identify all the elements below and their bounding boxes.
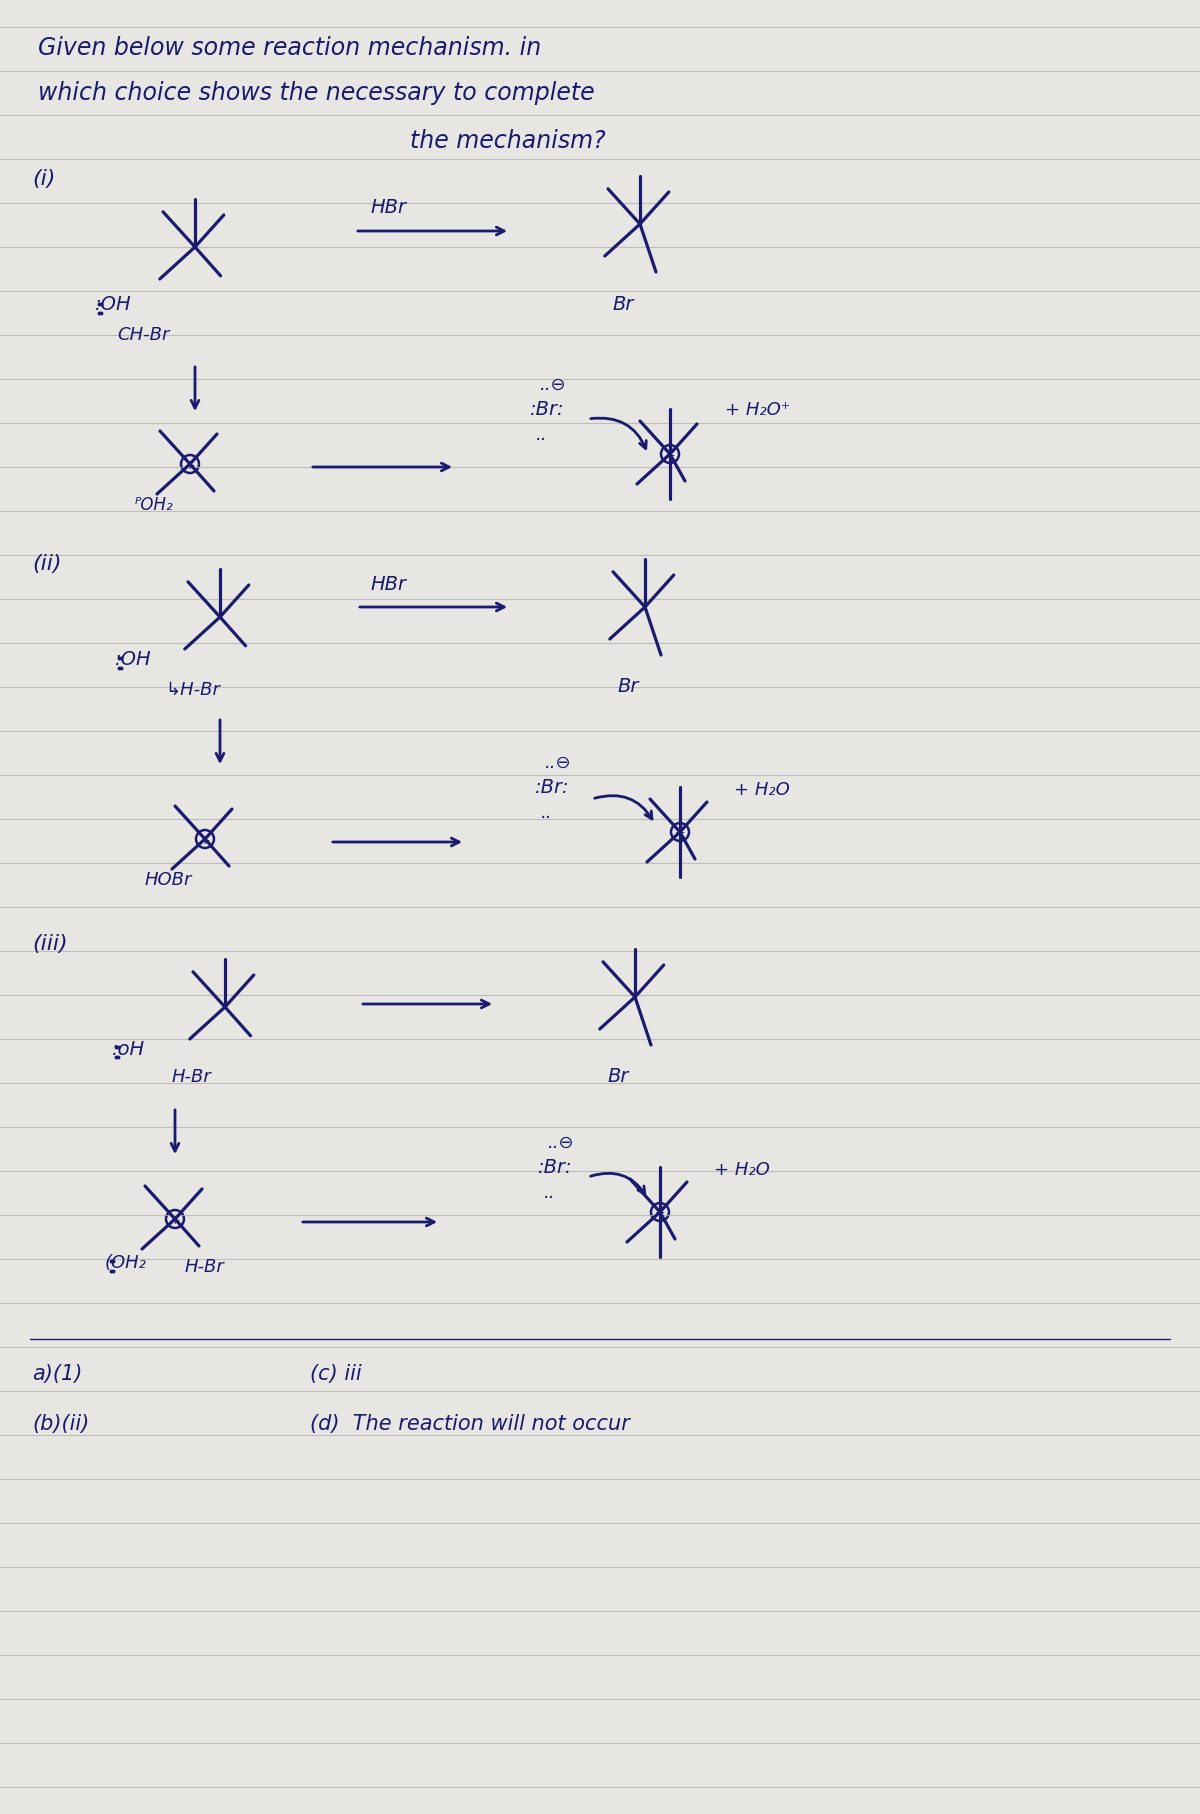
Text: Br: Br [607, 1067, 629, 1085]
Text: HBr: HBr [370, 575, 406, 593]
Text: :OH: :OH [115, 649, 151, 669]
Text: Given below some reaction mechanism. in: Given below some reaction mechanism. in [38, 36, 541, 60]
Text: H-Br: H-Br [185, 1257, 224, 1275]
Text: (d)  The reaction will not occur: (d) The reaction will not occur [310, 1413, 630, 1433]
Text: (iii): (iii) [32, 934, 67, 954]
Text: :OH: :OH [95, 296, 132, 314]
Text: Br: Br [612, 296, 634, 314]
Text: ..: .. [544, 1183, 556, 1201]
Text: H-Br: H-Br [172, 1067, 211, 1085]
Text: ↳H-Br: ↳H-Br [166, 680, 220, 698]
Text: (b)(ii): (b)(ii) [32, 1413, 89, 1433]
Text: +: + [655, 1206, 665, 1219]
Text: a)(1): a)(1) [32, 1364, 83, 1384]
Text: ..⊖: ..⊖ [545, 753, 571, 771]
Text: +: + [674, 825, 685, 840]
Text: :Br:: :Br: [538, 1157, 572, 1175]
Text: + H₂O: + H₂O [734, 780, 790, 798]
Text: +: + [185, 459, 196, 472]
Text: the mechanism?: the mechanism? [410, 129, 606, 152]
Text: ..⊖: ..⊖ [548, 1134, 575, 1152]
Text: +: + [665, 448, 676, 461]
Text: HBr: HBr [370, 198, 406, 218]
Text: HOBr: HOBr [145, 871, 192, 889]
Text: (OH₂: (OH₂ [106, 1253, 146, 1272]
Text: ..⊖: ..⊖ [540, 375, 566, 394]
Text: CH-Br: CH-Br [118, 327, 169, 345]
Text: + H₂O: + H₂O [714, 1161, 769, 1179]
Text: Br: Br [617, 677, 638, 695]
Text: (c) iii: (c) iii [310, 1364, 361, 1384]
Text: +: + [169, 1214, 180, 1226]
Text: :Br:: :Br: [535, 778, 570, 796]
Text: (ii): (ii) [32, 553, 61, 573]
Text: +: + [199, 833, 210, 845]
Text: ..: .. [541, 804, 552, 822]
Text: (i): (i) [32, 169, 55, 189]
Text: which choice shows the necessary to complete: which choice shows the necessary to comp… [38, 82, 595, 105]
Text: :Br:: :Br: [530, 399, 565, 419]
Text: + H₂O⁺: + H₂O⁺ [725, 401, 791, 419]
Text: ..: .. [536, 426, 547, 444]
Text: ᴾOH₂: ᴾOH₂ [134, 495, 174, 513]
Text: :oH: :oH [112, 1039, 145, 1058]
